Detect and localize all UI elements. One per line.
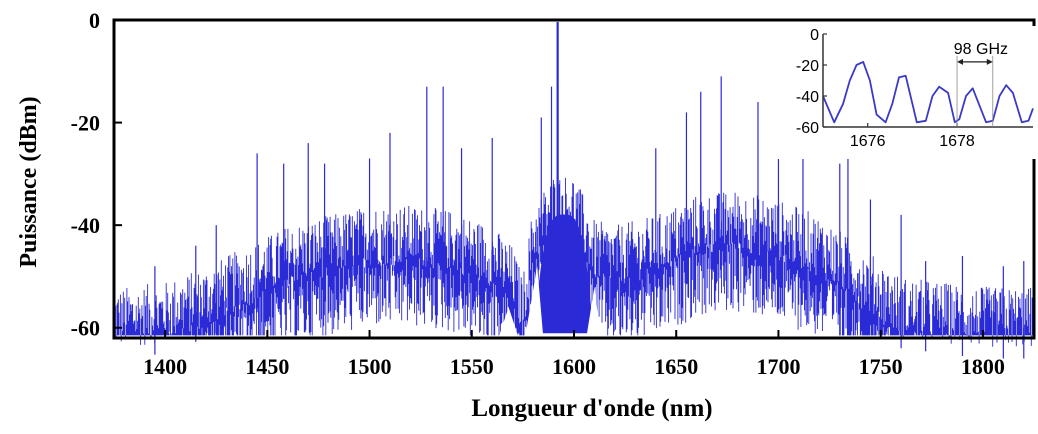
inset-chart: 0 -20 -40 -60 1676 1678 98 GHz [775, 26, 1037, 159]
y-tick-label: -40 [71, 213, 100, 238]
gap-mid [524, 266, 544, 338]
x-tick-label: 1500 [348, 354, 392, 379]
y-tick-label: -60 [71, 316, 100, 341]
x-tick-label: 1450 [245, 354, 289, 379]
y-tick-label: -20 [71, 111, 100, 136]
x-tick-label: 1750 [859, 354, 903, 379]
x-tick-label: 1400 [143, 354, 187, 379]
inset-x-tick-label: 1676 [850, 133, 886, 150]
spacing-label: 98 GHz [954, 41, 1008, 58]
gap-left [498, 307, 519, 338]
inset-y-tick-label: -20 [796, 58, 819, 75]
y-tick-label: 0 [89, 8, 100, 33]
main-axes: 0 -20 -40 -60 1400 1450 1500 1550 1600 1650 1700 17… [71, 8, 1036, 379]
x-tick-label: 1550 [450, 354, 494, 379]
x-axis-label: Longueur d'onde (nm) [471, 395, 712, 422]
x-tick-label: 1600 [552, 354, 596, 379]
y-axis-label: Puissance (dBm) [16, 96, 42, 267]
inset-x-tick-label: 1678 [939, 133, 975, 150]
inset-y-tick-label: 0 [810, 27, 819, 44]
main-plot [113, 22, 1034, 359]
inset-y-tick-label: -60 [796, 120, 819, 137]
x-tick-label: 1650 [654, 354, 698, 379]
arrow-head-right [986, 58, 993, 65]
inset-trace [822, 61, 1034, 124]
pump-band [528, 214, 600, 334]
x-tick-label: 1700 [756, 354, 800, 379]
arrow-head-left [957, 58, 964, 65]
gap-right [586, 286, 601, 338]
inset-background [775, 26, 1037, 159]
x-tick-label: 1800 [961, 354, 1005, 379]
inset-y-tick-label: -40 [796, 89, 819, 106]
